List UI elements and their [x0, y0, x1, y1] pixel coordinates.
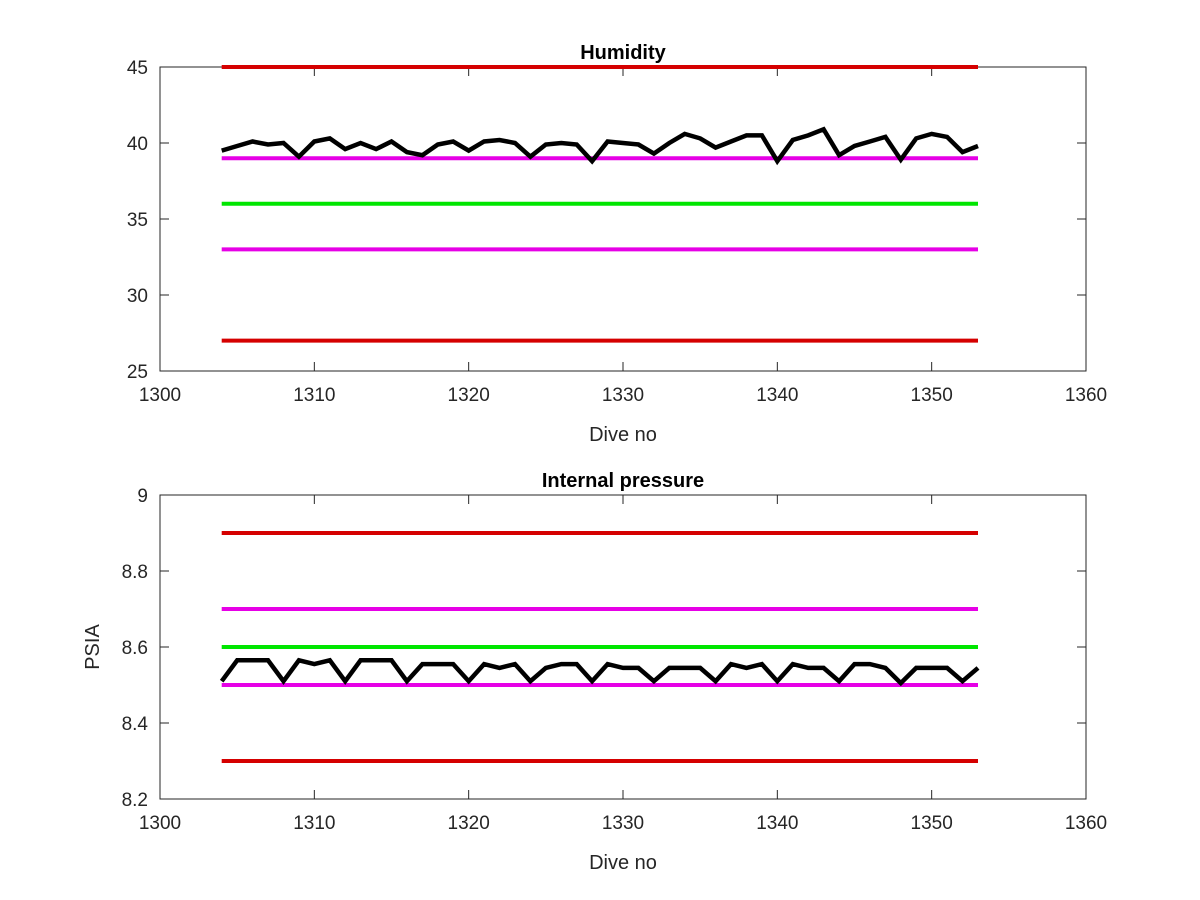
y-tick-label: 8.6 — [122, 638, 148, 659]
data-series-line — [221, 126, 979, 166]
x-tick-label: 1310 — [293, 813, 335, 834]
x-tick-label: 1330 — [602, 385, 644, 406]
axes-box — [159, 66, 1087, 372]
x-axis-label: Dive no — [589, 852, 657, 874]
x-axis-label: Dive no — [589, 424, 657, 446]
chart-title: Internal pressure — [542, 470, 704, 492]
y-tick-label: 35 — [127, 210, 148, 231]
x-tick-label: 1310 — [293, 385, 335, 406]
x-tick-label: 1340 — [756, 813, 798, 834]
y-tick-label: 8.8 — [122, 562, 148, 583]
y-axis-label: PSIA — [82, 624, 104, 670]
y-tick-label: 45 — [127, 58, 148, 79]
x-tick-label: 1350 — [911, 813, 953, 834]
x-tick-label: 1320 — [448, 813, 490, 834]
data-series-line — [219, 657, 980, 687]
x-tick-label: 1300 — [139, 813, 181, 834]
internal-pressure-chart: 1300 1310 1320 1330 1340 1350 1360 8.2 8.4 8.6 8.8… — [82, 470, 1107, 874]
x-tick-label: 1350 — [911, 385, 953, 406]
y-tick-label: 9 — [137, 486, 148, 507]
y-tick-label: 8.4 — [122, 714, 149, 735]
humidity-chart: 1300 1310 1320 1330 1340 1350 1360 25 30 35 40 45 Hu… — [127, 42, 1107, 446]
y-tick-label: 40 — [127, 134, 148, 155]
y-tick-label: 8.2 — [122, 790, 148, 811]
y-tick-label: 25 — [127, 362, 148, 383]
chart-title: Humidity — [580, 42, 666, 64]
x-tick-label: 1360 — [1065, 385, 1107, 406]
x-tick-label: 1340 — [756, 385, 798, 406]
x-tick-label: 1360 — [1065, 813, 1107, 834]
y-tick-label: 30 — [127, 286, 148, 307]
x-tick-label: 1330 — [602, 813, 644, 834]
x-tick-label: 1320 — [448, 385, 490, 406]
x-tick-label: 1300 — [139, 385, 181, 406]
